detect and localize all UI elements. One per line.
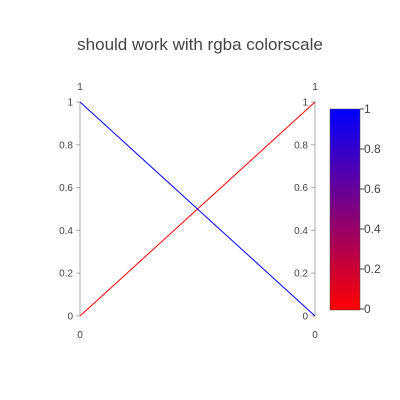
colorbar-tick-label: 0.6 bbox=[364, 182, 381, 196]
axis-0-tick-label: 0.4 bbox=[59, 226, 73, 237]
axis-1-tick-label: 0 bbox=[302, 312, 308, 323]
series-lines bbox=[80, 102, 315, 316]
axis-1-tick-label: 1 bbox=[302, 98, 308, 109]
colorbar-ticks: 0 0.2 0.4 0.6 0.8 1 bbox=[360, 102, 381, 316]
colorbar-tick-label: 0 bbox=[364, 302, 371, 316]
colorbar-tick-label: 1 bbox=[364, 102, 371, 116]
axis-0-range-min: 0 bbox=[77, 330, 83, 341]
axis-0-tick-label: 1 bbox=[67, 98, 73, 109]
colorbar-gradient bbox=[330, 109, 360, 310]
axis-0-range-max: 1 bbox=[77, 82, 83, 93]
colorbar: 0 0.2 0.4 0.6 0.8 1 bbox=[330, 102, 381, 316]
axis-1-tick-label: 0.8 bbox=[294, 140, 308, 151]
axis-0-tick-label: 0.6 bbox=[59, 183, 73, 194]
axis-0-tick-label: 0 bbox=[67, 312, 73, 323]
axis-1-range-max: 1 bbox=[312, 82, 318, 93]
colorbar-tick-label: 0.2 bbox=[364, 262, 381, 276]
axis-0-tick-label: 0.8 bbox=[59, 140, 73, 151]
axis-1-tick-label: 0.2 bbox=[294, 269, 308, 280]
axis-0-tick-label: 0.2 bbox=[59, 269, 73, 280]
colorbar-tick-label: 0.4 bbox=[364, 222, 381, 236]
axis-1-tick-label: 0.6 bbox=[294, 183, 308, 194]
chart-title: should work with rgba colorscale bbox=[77, 35, 323, 54]
colorbar-tick-label: 0.8 bbox=[364, 142, 381, 156]
axis-1-tick-label: 0.4 bbox=[294, 226, 308, 237]
axis-1-range-min: 0 bbox=[312, 330, 318, 341]
